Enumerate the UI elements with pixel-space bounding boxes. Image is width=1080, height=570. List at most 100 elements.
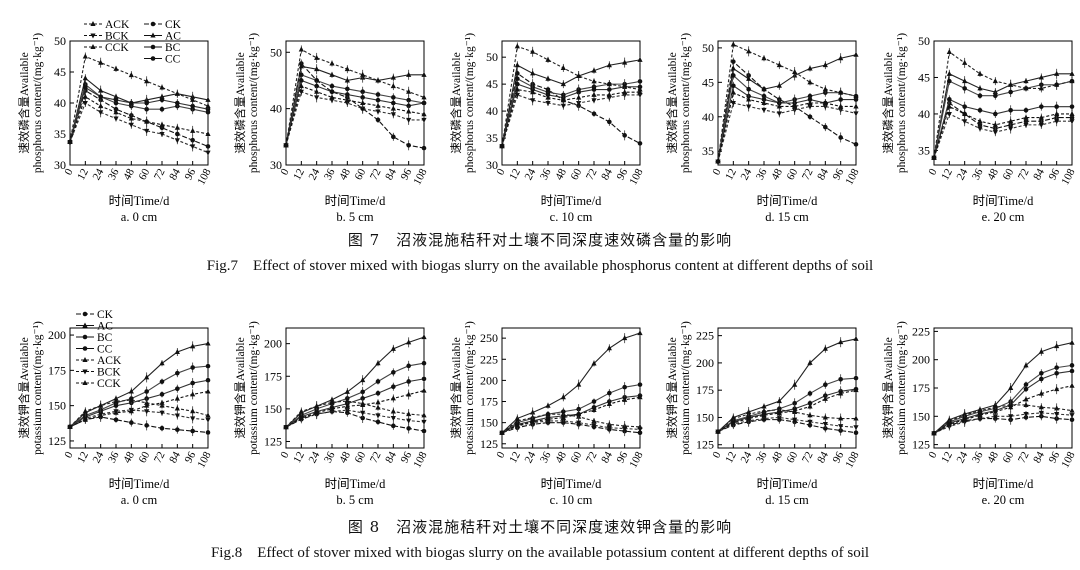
- series-line-bck: [285, 409, 425, 428]
- series-line-cc: [69, 86, 209, 143]
- data-point: [853, 51, 859, 57]
- data-point: [822, 422, 828, 427]
- y-axis-label-cn: 速效钾含量Available: [17, 337, 31, 438]
- y-tick-label: 150: [696, 410, 714, 424]
- data-point: [514, 86, 520, 92]
- data-point: [807, 79, 813, 85]
- y-axis-label-en: potassium content/(mg·kg⁻¹): [680, 321, 692, 455]
- data-point: [637, 141, 643, 146]
- data-point: [1038, 85, 1044, 91]
- x-tick-label: 12: [291, 450, 307, 465]
- data-point: [807, 97, 813, 102]
- data-point: [175, 131, 180, 137]
- data-point: [190, 391, 196, 397]
- legend-marker: [150, 21, 156, 27]
- data-point: [761, 86, 767, 92]
- data-point: [530, 409, 536, 415]
- data-point: [190, 408, 196, 414]
- data-point: [576, 406, 581, 412]
- y-tick-label: 45: [918, 70, 930, 84]
- y-tick-label: 150: [912, 409, 930, 423]
- data-point: [406, 411, 412, 417]
- data-point: [946, 111, 952, 117]
- y-tick-label: 150: [480, 416, 498, 430]
- legend-label-ck: CK: [165, 19, 182, 31]
- data-point: [1069, 115, 1075, 120]
- data-point: [761, 407, 767, 413]
- series-line-cck: [501, 396, 641, 434]
- series-line-ck: [717, 419, 857, 434]
- data-point: [807, 400, 813, 406]
- data-point: [807, 359, 813, 365]
- data-point: [298, 63, 304, 69]
- x-tick-label: 60: [353, 166, 369, 182]
- data-point: [1069, 70, 1075, 76]
- data-point: [977, 70, 983, 76]
- series-ac: [499, 330, 643, 435]
- data-point: [390, 345, 396, 351]
- x-axis-label: 时间Time/d: [757, 477, 818, 491]
- data-point: [128, 408, 134, 414]
- x-tick-label: 12: [75, 450, 91, 465]
- series-line-bck: [285, 91, 424, 146]
- data-point: [746, 415, 752, 421]
- data-point: [560, 103, 566, 109]
- y-tick-label: 200: [696, 356, 714, 370]
- data-point: [822, 414, 828, 420]
- data-point: [607, 87, 612, 92]
- series-line-bc: [501, 77, 641, 147]
- data-point: [421, 376, 427, 382]
- data-point: [299, 72, 304, 78]
- y-tick-label: 175: [264, 369, 282, 383]
- data-point: [776, 398, 782, 404]
- data-point: [606, 62, 612, 68]
- data-point: [946, 70, 952, 76]
- y-axis-label-cn: 速效磷含量Available: [881, 52, 895, 153]
- data-point: [406, 108, 412, 114]
- data-point: [992, 408, 998, 414]
- x-axis-label: 时间Time/d: [109, 194, 170, 208]
- data-point: [329, 399, 335, 405]
- data-point: [731, 59, 736, 64]
- data-point: [159, 399, 165, 405]
- data-point: [514, 422, 520, 428]
- x-tick-label: 72: [1016, 167, 1032, 182]
- data-point: [406, 418, 412, 424]
- x-tick-label: 36: [538, 166, 554, 182]
- data-point: [807, 100, 813, 105]
- y-tick-label: 225: [912, 324, 930, 338]
- legend-label-cc: CC: [97, 344, 113, 356]
- series-ack: [283, 397, 427, 430]
- data-point: [421, 100, 427, 106]
- data-point: [637, 86, 643, 92]
- data-point: [82, 408, 88, 414]
- x-tick-label: 72: [152, 450, 168, 465]
- x-axis-label: 时间Time/d: [541, 194, 602, 208]
- data-point: [1023, 415, 1029, 420]
- data-point: [1069, 78, 1075, 84]
- data-point: [329, 83, 335, 89]
- series-bck: [283, 87, 427, 149]
- data-point: [421, 412, 427, 418]
- data-point: [622, 426, 628, 432]
- data-point: [421, 334, 427, 340]
- y-axis-label-en: phosphorus content/(mg·kg⁻¹): [464, 33, 476, 173]
- data-point: [946, 421, 952, 427]
- y-tick-label: 50: [54, 34, 66, 48]
- data-point: [962, 104, 967, 109]
- data-point: [174, 405, 180, 411]
- series-line-ac: [501, 59, 641, 147]
- data-point: [853, 97, 859, 102]
- data-point: [113, 403, 119, 408]
- data-point: [329, 60, 335, 66]
- data-point: [205, 131, 211, 136]
- data-point: [591, 111, 597, 117]
- data-point: [159, 121, 165, 127]
- data-point: [622, 59, 628, 65]
- x-tick-label: 108: [843, 166, 862, 187]
- series-bck: [931, 109, 1075, 161]
- panel-label: a. 0 cm: [121, 493, 158, 506]
- data-point: [977, 118, 983, 124]
